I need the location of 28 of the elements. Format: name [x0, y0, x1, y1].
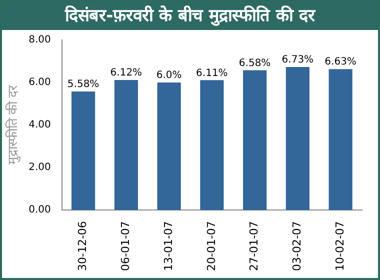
x-tick-label: 06-01-07	[119, 221, 132, 272]
bar	[328, 69, 352, 210]
data-label: 5.58%	[67, 79, 100, 90]
x-tick-label: 10-02-07	[333, 221, 346, 272]
bar	[243, 70, 267, 210]
bar	[286, 67, 310, 210]
x-tick-label: 27-01-07	[248, 221, 261, 272]
y-tick-label: 6.00	[28, 77, 51, 88]
x-tick-label: 30-12-06	[76, 221, 90, 272]
bar	[200, 80, 224, 210]
data-label: 6.63%	[324, 56, 356, 68]
y-tick-label: 4.00	[28, 120, 51, 131]
y-tick-label: 2.00	[28, 162, 51, 174]
data-label: 6.58%	[238, 58, 271, 69]
y-axis-title: मुद्रास्फीति की दर	[5, 84, 22, 165]
bar	[157, 82, 181, 210]
data-label: 6.12%	[110, 68, 142, 79]
y-tick-label: 0.00	[28, 204, 51, 216]
x-tick-label: 20-01-07	[204, 221, 218, 272]
data-label: 6.73%	[282, 54, 314, 66]
bar	[114, 80, 138, 210]
y-tick-label: 8.00	[28, 34, 51, 46]
x-tick-label: 13-01-07	[162, 221, 175, 272]
bar	[72, 91, 96, 210]
x-tick-label: 03-02-07	[290, 221, 304, 272]
chart-title: दिसंबर-फ़रवरी के बीच मुद्रास्फीति की दर	[2, 2, 378, 30]
data-label: 6.0%	[156, 70, 182, 82]
data-label: 6.11%	[196, 68, 228, 79]
